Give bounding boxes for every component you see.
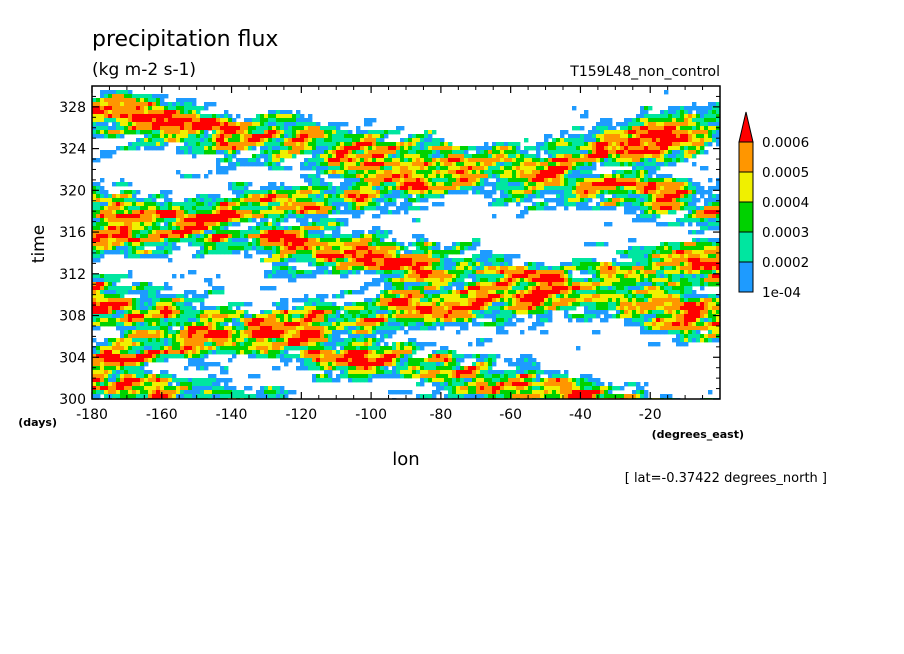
colorbar-swatch xyxy=(738,231,754,263)
latitude-footnote: [ lat=-0.37422 degrees_north ] xyxy=(625,471,827,486)
colorbar-legend: 1e-04 0.0002 0.0003 0.0004 0.0005 0.0006 xyxy=(738,111,809,301)
colorbar-swatch xyxy=(738,141,754,173)
x-tick-label: -160 xyxy=(146,407,178,423)
y-tick-label: 320 xyxy=(59,183,86,199)
x-tick-label: -140 xyxy=(216,407,248,423)
x-tick-label: -100 xyxy=(355,407,387,423)
colorbar-label: 0.0006 xyxy=(762,135,809,151)
x-tick-label: -60 xyxy=(499,407,522,423)
colorbar-label: 0.0002 xyxy=(762,255,809,271)
colorbar-label: 0.0005 xyxy=(762,165,809,181)
x-tick-label: -80 xyxy=(429,407,452,423)
y-tick-label: 304 xyxy=(59,350,86,366)
chart-title: precipitation flux xyxy=(92,27,278,52)
y-axis-label: time xyxy=(29,225,49,263)
y-tick-label: 324 xyxy=(59,142,86,158)
x-tick-label: -20 xyxy=(639,407,662,423)
x-axis-units: (degrees_east) xyxy=(652,428,744,441)
colorbar-swatch xyxy=(738,201,754,233)
precipitation-field xyxy=(92,90,721,400)
x-axis: -180 -160 -140 -120 -100 -80 -60 -40 -20 xyxy=(76,86,704,423)
x-tick-label: -180 xyxy=(76,407,108,423)
colorbar-label: 1e-04 xyxy=(762,285,801,301)
y-tick-label: 316 xyxy=(59,225,86,241)
y-tick-label: 312 xyxy=(59,267,86,283)
y-tick-label: 308 xyxy=(59,309,86,325)
chart-units: (kg m-2 s-1) xyxy=(92,60,196,80)
x-tick-label: -120 xyxy=(285,407,317,423)
y-axis-units: (days) xyxy=(18,416,57,429)
y-axis: 300 304 308 312 316 320 324 328 xyxy=(59,95,720,408)
colorbar-label: 0.0003 xyxy=(762,225,809,241)
x-axis-label: lon xyxy=(392,449,419,470)
colorbar-extend-max xyxy=(738,111,754,143)
colorbar-label: 0.0004 xyxy=(762,195,809,211)
colorbar-swatch xyxy=(738,171,754,203)
run-label: T159L48_non_control xyxy=(569,64,720,80)
x-tick-label: -40 xyxy=(569,407,592,423)
y-tick-label: 328 xyxy=(59,100,86,116)
colorbar-swatch xyxy=(738,261,754,293)
y-tick-label: 300 xyxy=(59,392,86,408)
